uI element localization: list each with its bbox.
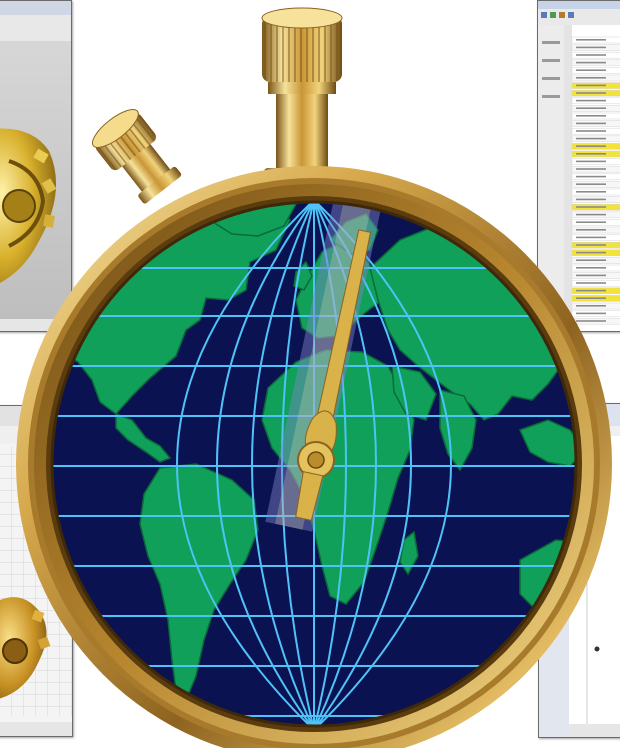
spreadsheet-cell-text [576, 251, 606, 254]
spreadsheet-cell-text [576, 198, 606, 201]
spreadsheet-cell-text [576, 130, 606, 132]
spreadsheet-cell-text [576, 84, 606, 87]
spreadsheet-cell-text [576, 274, 606, 277]
crown-icon [261, 7, 343, 186]
spreadsheet-cell-text [576, 153, 606, 155]
spreadsheet-cell-text [576, 160, 606, 163]
spreadsheet-cell-text [576, 107, 606, 109]
toolbar-icons [541, 12, 574, 18]
spreadsheet-cell-text [576, 168, 606, 170]
spreadsheet-cell-text [576, 39, 606, 41]
arabia-landmass [391, 365, 437, 421]
spreadsheet-cell-text [576, 77, 606, 79]
spreadsheet-cell-text [576, 297, 606, 299]
africa-landmass [261, 349, 415, 605]
stopwatch-hand-icon [295, 229, 372, 521]
spreadsheet-cell-text [576, 267, 606, 269]
central-america-landmass [115, 412, 172, 463]
sidebar-list [542, 41, 560, 98]
southeast-asia-islands [518, 419, 576, 467]
spreadsheet-cell-text [576, 99, 606, 102]
spreadsheet-cell-text [576, 46, 606, 49]
spreadsheet-cell-text [576, 305, 606, 307]
cad-viewer-screenshot-top-left [0, 0, 72, 332]
spreadsheet-cell-text [576, 69, 606, 71]
dial-rim [50, 200, 578, 728]
spreadsheet-cell-text [576, 183, 606, 185]
gold-part-model-icon [0, 597, 51, 699]
spreadsheet-cell-text [576, 259, 606, 261]
spreadsheet-cell-text [576, 191, 606, 193]
spreadsheet-cell-text [576, 244, 606, 246]
spreadsheet-cell-text [576, 229, 606, 231]
spreadsheet-canvas [538, 1, 620, 331]
spreadsheet-cell-text [576, 92, 606, 94]
spreadsheet-cell-text [576, 320, 606, 322]
india-landmass [439, 389, 477, 472]
spreadsheet-rows [571, 36, 620, 325]
gold-gear-model-icon [0, 128, 57, 283]
spreadsheet-cell-text [576, 145, 606, 147]
spreadsheet-cell-text [576, 137, 606, 140]
spreadsheet-cell-text [576, 312, 606, 315]
spreadsheet-cell-text [576, 221, 606, 223]
spreadsheet-cell-text [576, 213, 606, 216]
cad-viewer-canvas [0, 1, 71, 331]
spreadsheet-cell-text [576, 236, 606, 239]
side-pusher-icon [91, 109, 182, 204]
spreadsheet-screenshot-top-right [537, 0, 620, 332]
spreadsheet-cell-text [576, 122, 606, 125]
spreadsheet-cell-text [576, 175, 606, 178]
spreadsheet-cell-text [576, 282, 606, 284]
spreadsheet-cell-text [576, 289, 606, 292]
spreadsheet-cell-text [576, 54, 606, 56]
spreadsheet-cell-text [576, 115, 606, 117]
spreadsheet-cell-text [576, 61, 606, 64]
spreadsheet-cell-text [576, 206, 606, 208]
